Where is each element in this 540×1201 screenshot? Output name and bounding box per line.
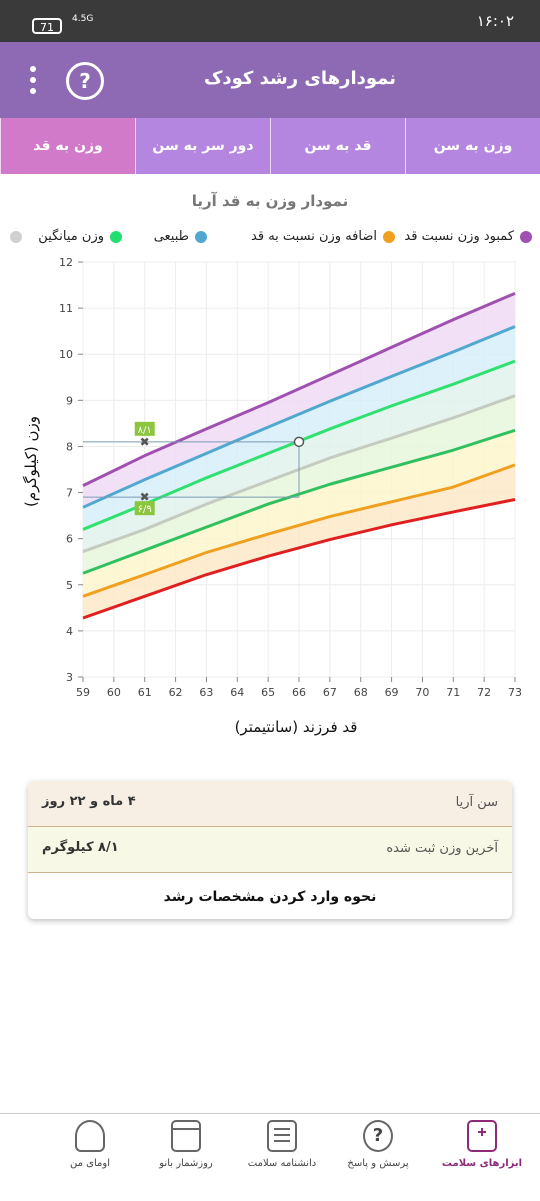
nav-label: دانشنامه سلامت <box>247 1158 317 1169</box>
x-tick-label: 62 <box>169 686 183 699</box>
legend-dot <box>383 230 395 243</box>
question-icon: ? <box>363 1120 393 1152</box>
y-tick-label: 4 <box>66 625 73 638</box>
nav-encyclopedia[interactable]: دانشنامه سلامت <box>232 1120 332 1169</box>
age-label: سن آریا <box>455 795 498 810</box>
marker-label: ۶/۹ <box>138 504 152 515</box>
app-bar: ? نمودارهای رشد کودک <box>0 42 540 118</box>
age-value: ۴ ماه و ۲۲ روز <box>42 794 136 809</box>
x-tick-label: 72 <box>477 686 491 699</box>
legend-dot <box>110 230 122 243</box>
x-tick-label: 65 <box>261 686 275 699</box>
more-menu-icon[interactable] <box>24 62 42 98</box>
howto-link[interactable]: نحوه وارد کردن مشخصات رشد <box>163 889 377 905</box>
legend-label: طبیعی <box>153 229 189 244</box>
y-tick-label: 3 <box>66 671 73 684</box>
chart-band <box>83 430 515 597</box>
tab-height-for-age[interactable]: قد به سن <box>270 118 405 174</box>
marker-label: ۸/۱ <box>138 425 152 436</box>
profile-icon <box>75 1120 105 1152</box>
x-tick-label: 64 <box>230 686 244 699</box>
x-tick-label: 66 <box>292 686 306 699</box>
page-title: نمودارهای رشد کودک <box>203 68 397 89</box>
status-time: ۱۶:۰۲ <box>476 12 514 30</box>
chart-band <box>83 293 515 508</box>
nav-label: اومای من <box>70 1158 110 1169</box>
tab-head-for-age[interactable]: دور سر به سن <box>135 118 270 174</box>
y-tick-label: 11 <box>59 302 73 315</box>
x-tick-label: 71 <box>446 686 460 699</box>
weight-for-height-chart: ✖۸/۱✖۶/۹59 60 61 62 63 64 65 66 67 68 69 70 71 72 7334… <box>22 256 522 736</box>
y-tick-label: 5 <box>66 579 73 592</box>
chart-band <box>83 326 515 530</box>
series-line <box>82 325 516 509</box>
x-tick-label: 70 <box>415 686 429 699</box>
series-line <box>82 463 516 598</box>
x-tick-label: 63 <box>199 686 213 699</box>
nav-profile[interactable]: اومای من <box>40 1120 140 1169</box>
legend-label: وزن میانگین <box>38 229 104 244</box>
series-line <box>82 291 516 487</box>
weight-value: ۸/۱ کیلوگرم <box>42 840 119 855</box>
data-point <box>293 436 305 448</box>
marker-badge <box>134 501 155 516</box>
nav-label: پرسش و پاسخ <box>347 1158 409 1169</box>
y-tick-label: 7 <box>66 487 73 500</box>
legend-item: طبیعی <box>154 229 207 244</box>
status-bar: 71 4.5G ۱۶:۰۲ <box>0 0 540 42</box>
chart-title: نمودار وزن به قد آریا <box>191 192 349 210</box>
y-tick-label: 10 <box>59 348 73 361</box>
info-card: سن آریا ۴ ماه و ۲۲ روز آخرین وزن ثبت شده… <box>28 781 512 919</box>
nav-calendar[interactable]: روزشمار بانو <box>136 1120 236 1169</box>
x-tick-label: 69 <box>385 686 399 699</box>
nav-health-tools[interactable]: ابزارهای سلامت <box>432 1120 532 1169</box>
marker-badge <box>134 421 155 436</box>
help-icon[interactable]: ? <box>66 62 104 100</box>
weight-label: آخرین وزن ثبت شده <box>386 841 498 856</box>
legend-item: وزن میانگین <box>38 229 122 244</box>
legend-dot <box>195 230 207 243</box>
x-tick-label: 68 <box>354 686 368 699</box>
legend-dot <box>520 230 532 243</box>
medical-kit-icon <box>467 1120 497 1152</box>
y-tick-label: 6 <box>66 533 73 546</box>
x-tick-label: 60 <box>107 686 121 699</box>
legend-dot <box>10 230 22 243</box>
nav-qa[interactable]: ? پرسش و پاسخ <box>328 1120 428 1169</box>
marker-cross: ✖ <box>140 490 150 504</box>
x-axis-label: قد فرزند (سانتیمتر) <box>235 718 358 736</box>
x-tick-label: 59 <box>76 686 90 699</box>
chart-tabs: وزن به سن قد به سن دور سر به سن وزن به ق… <box>0 118 540 174</box>
x-tick-label: 67 <box>323 686 337 699</box>
y-tick-label: 8 <box>66 440 73 453</box>
y-axis-label: وزن (کیلوگرم) <box>22 416 40 507</box>
battery-icon: 71 <box>32 18 62 34</box>
nav-label: روزشمار بانو <box>159 1158 213 1169</box>
y-tick-label: 9 <box>66 394 73 407</box>
bottom-navigation: ابزارهای سلامت ? پرسش و پاسخ دانشنامه سل… <box>0 1113 540 1201</box>
age-row: سن آریا ۴ ماه و ۲۲ روز <box>28 781 512 827</box>
newspaper-icon <box>267 1120 297 1152</box>
y-tick-label: 12 <box>59 256 73 269</box>
howto-row[interactable]: نحوه وارد کردن مشخصات رشد <box>28 873 512 919</box>
network-indicator: 4.5G <box>72 14 94 24</box>
weight-row: آخرین وزن ثبت شده ۸/۱ کیلوگرم <box>28 827 512 873</box>
legend-label: اضافه وزن نسبت به قد <box>251 229 377 244</box>
tab-weight-for-height[interactable]: وزن به قد <box>0 118 135 174</box>
chart-legend: کمبود وزن نسبت قد اضافه وزن نسبت به قد ط… <box>10 229 532 253</box>
series-line <box>82 498 516 620</box>
nav-label: ابزارهای سلامت <box>441 1158 523 1169</box>
marker-cross: ✖ <box>140 435 150 449</box>
tab-weight-for-age[interactable]: وزن به سن <box>405 118 540 174</box>
legend-item <box>4 229 22 244</box>
x-tick-label: 61 <box>138 686 152 699</box>
x-tick-label: 73 <box>508 686 522 699</box>
legend-label: کمبود وزن نسبت قد <box>404 229 514 244</box>
legend-item: کمبود وزن نسبت قد <box>404 229 532 244</box>
legend-item: اضافه وزن نسبت به قد <box>251 229 395 244</box>
calendar-icon <box>171 1120 201 1152</box>
